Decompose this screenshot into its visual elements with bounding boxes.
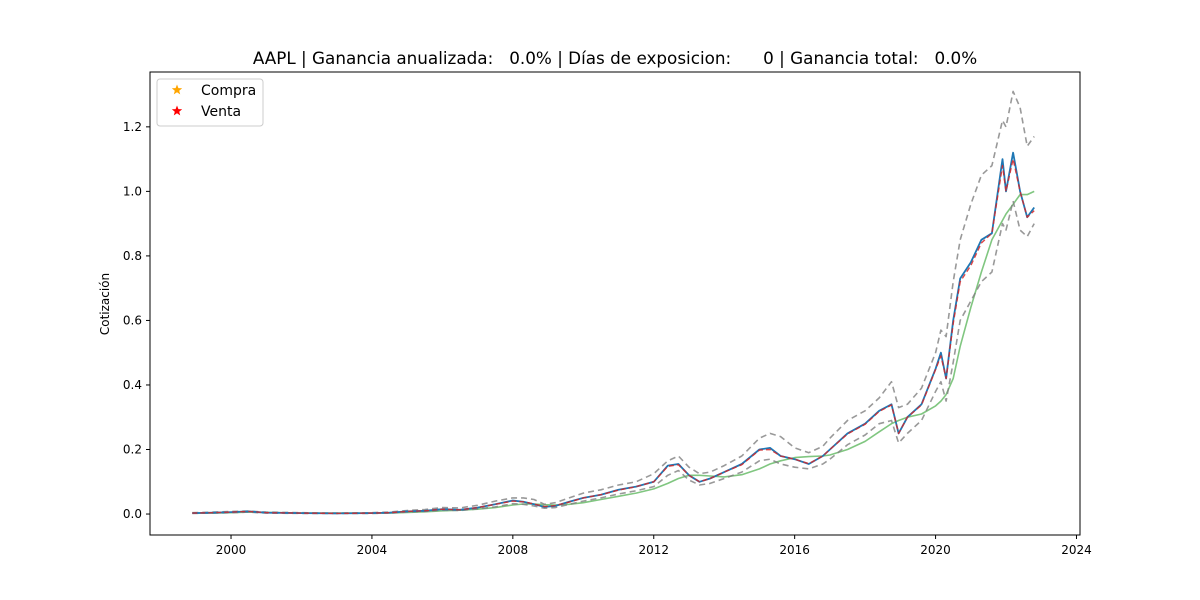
x-tick-label: 2020 — [920, 543, 951, 557]
legend-star-icon-venta — [171, 105, 183, 116]
legend-label-venta: Venta — [201, 104, 241, 120]
axis-ticks: 2000 2004 2008 2012 2016 2020 2024 0.0 0.2 0.4 0.6… — [123, 120, 1092, 557]
legend-box — [156, 78, 264, 127]
y-tick-label: 0.6 — [123, 313, 142, 327]
x-tick-label: 2008 — [498, 543, 529, 557]
y-tick-label: 0.2 — [123, 442, 142, 456]
series-line-band-upper — [192, 90, 1035, 514]
chart-title: AAPL | Ganancia anualizada: 0.0% | Días … — [253, 48, 977, 68]
y-tick-label: 0.0 — [123, 507, 142, 521]
x-tick-label: 2000 — [216, 543, 247, 557]
axes-frame — [149, 71, 1081, 536]
plot-area — [192, 90, 1035, 515]
series-line-trend — [192, 190, 1035, 514]
x-tick-label: 2024 — [1061, 543, 1092, 557]
series-line-band-lower — [192, 200, 1035, 515]
legend-star-icon-compra — [171, 84, 183, 95]
series-line-price — [192, 151, 1035, 515]
y-tick-label: 0.4 — [123, 378, 142, 392]
x-tick-label: 2016 — [779, 543, 810, 557]
x-tick-label: 2004 — [357, 543, 388, 557]
y-tick-label: 0.8 — [123, 249, 142, 263]
y-axis-label: Cotización — [98, 273, 112, 335]
legend: Compra Venta — [156, 78, 264, 127]
y-tick-label: 1.2 — [123, 120, 142, 134]
series-line-smooth — [192, 158, 1035, 515]
x-tick-label: 2012 — [638, 543, 669, 557]
legend-label-compra: Compra — [201, 83, 256, 99]
y-tick-label: 1.0 — [123, 184, 142, 198]
